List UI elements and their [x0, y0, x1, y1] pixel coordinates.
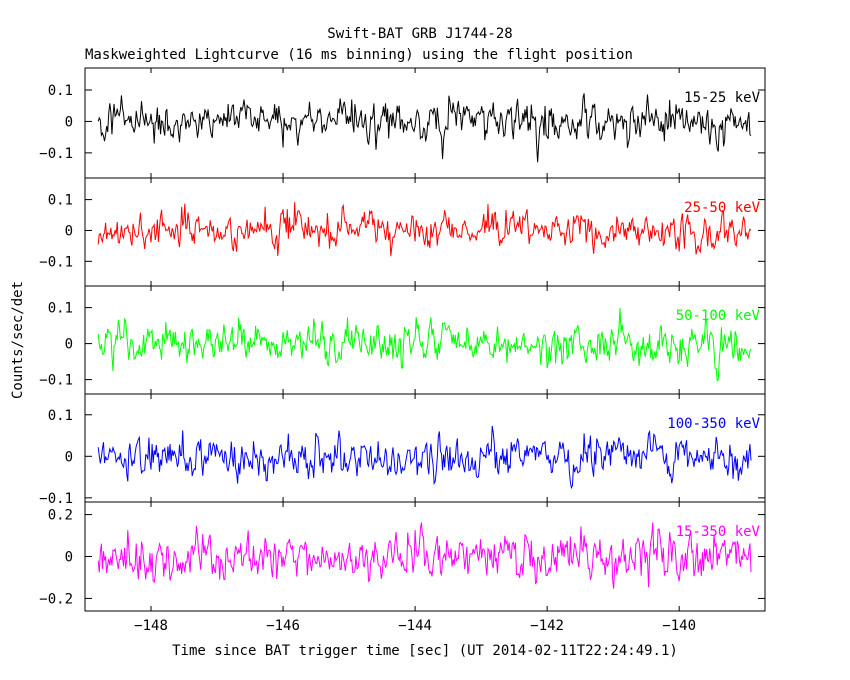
chart-subtitle: Maskweighted Lightcurve (16 ms binning) …: [85, 47, 633, 63]
y-tick-label-2-0: −0.1: [39, 373, 73, 389]
series-line-1: [97, 202, 752, 257]
y-tick-label-3-0: −0.1: [39, 491, 73, 507]
series-line-0: [97, 93, 752, 163]
y-tick-label-0-2: 0.1: [48, 83, 73, 99]
y-tick-label-3-1: 0: [65, 449, 73, 465]
y-tick-label-2-2: 0.1: [48, 301, 73, 317]
panels-group: −0.1 0 0.1 15-25 keV −0.1 0 0.1 25-50 keV −0.1 0 0…: [39, 67, 766, 612]
x-tick-label-3: −142: [530, 618, 564, 634]
panel-0: −0.1 0 0.1 15-25 keV: [39, 67, 766, 179]
y-tick-label-1-0: −0.1: [39, 254, 73, 270]
x-tick-label-4: −140: [662, 618, 696, 634]
y-tick-label-4-2: 0.2: [48, 508, 73, 524]
x-axis: −148 −146 −144 −142 −140: [134, 618, 696, 634]
x-tick-label-0: −148: [134, 618, 168, 634]
y-tick-label-4-0: −0.2: [39, 591, 73, 607]
y-tick-label-2-1: 0: [65, 337, 73, 353]
y-tick-label-1-2: 0.1: [48, 193, 73, 209]
band-label-2: 50-100 keV: [676, 308, 761, 324]
y-tick-label-3-2: 0.1: [48, 408, 73, 424]
panel-4: −0.2 0 0.2 15-350 keV: [39, 501, 766, 612]
panel-1: −0.1 0 0.1 25-50 keV: [39, 177, 766, 287]
y-tick-label-0-1: 0: [65, 114, 73, 130]
y-tick-label-0-0: −0.1: [39, 146, 73, 162]
series-line-2: [97, 307, 752, 382]
x-tick-label-1: −146: [266, 618, 300, 634]
panel-2: −0.1 0 0.1 50-100 keV: [39, 285, 766, 395]
band-label-1: 25-50 keV: [684, 200, 760, 216]
band-label-0: 15-25 keV: [684, 90, 760, 106]
chart-title: Swift-BAT GRB J1744-28: [327, 26, 512, 42]
y-tick-label-4-1: 0: [65, 550, 73, 566]
band-label-4: 15-350 keV: [676, 524, 761, 540]
panel-3: −0.1 0 0.1 100-350 keV: [39, 393, 766, 507]
y-axis-label: Counts/sec/det: [10, 281, 26, 399]
y-tick-label-1-1: 0: [65, 223, 73, 239]
series-line-3: [97, 425, 752, 490]
series-line-4: [97, 522, 752, 589]
x-tick-label-2: −144: [398, 618, 432, 634]
band-label-3: 100-350 keV: [667, 416, 760, 432]
x-axis-label: Time since BAT trigger time [sec] (UT 20…: [172, 643, 678, 659]
